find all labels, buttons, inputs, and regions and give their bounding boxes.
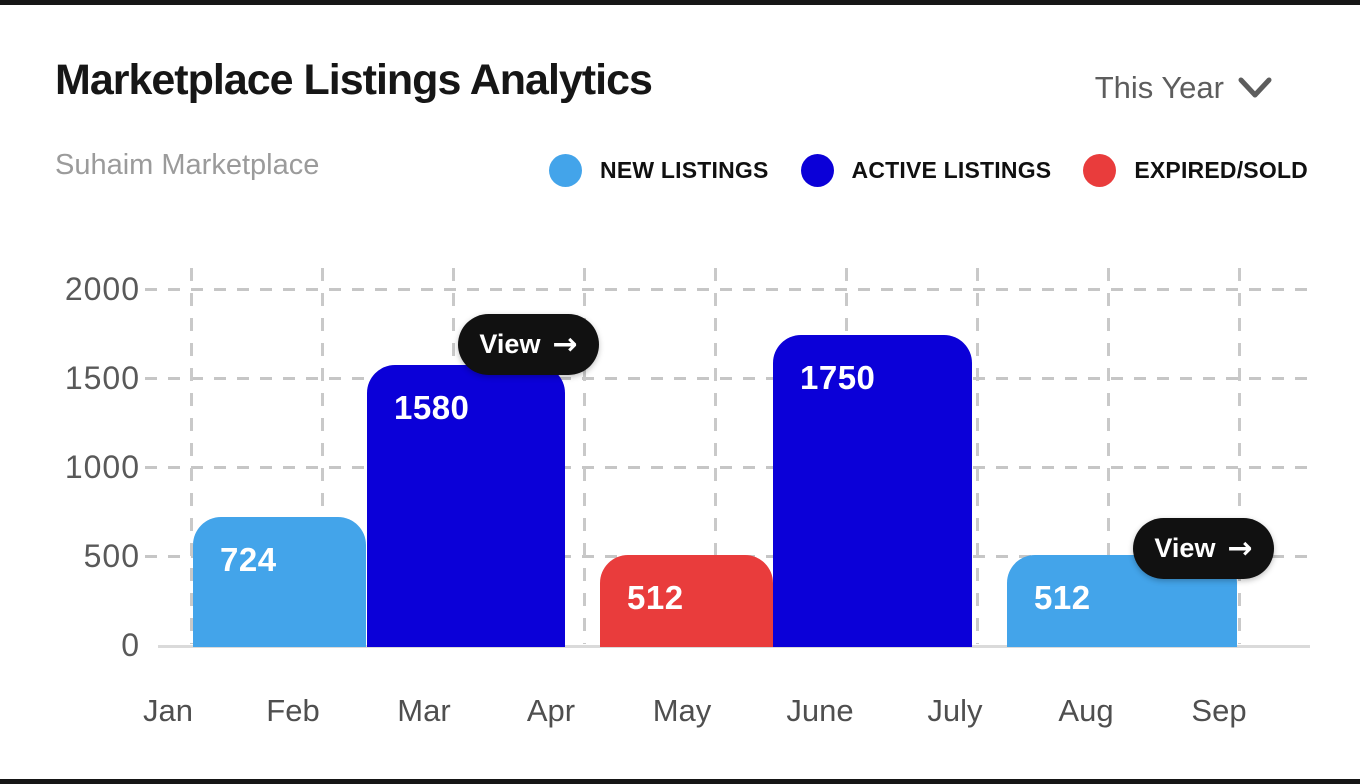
y-axis-tick-label: 1500 bbox=[64, 360, 140, 396]
arrow-right-icon: → bbox=[552, 326, 578, 362]
x-axis-label-feb: Feb bbox=[266, 693, 320, 728]
bar-value-label: 724 bbox=[220, 541, 277, 579]
bar-value-label: 512 bbox=[1034, 578, 1091, 616]
gridline-horizontal bbox=[145, 466, 1312, 469]
y-axis-tick-label: 2000 bbox=[64, 271, 140, 307]
period-selector-label: This Year bbox=[1094, 70, 1224, 105]
legend-dot-new-listings bbox=[549, 154, 583, 187]
page-subtitle: Suhaim Marketplace bbox=[55, 149, 320, 181]
gridline-vertical bbox=[1238, 268, 1241, 644]
bar-new-listings[interactable]: 724 bbox=[193, 517, 366, 647]
x-axis-label-aug: Aug bbox=[1058, 693, 1114, 728]
y-axis-tick-label: 1000 bbox=[64, 449, 140, 485]
arrow-right-icon: → bbox=[1227, 530, 1253, 566]
gridline-horizontal bbox=[145, 377, 1312, 380]
x-axis-label-apr: Apr bbox=[526, 693, 576, 728]
bar-expired-sold[interactable]: 512 bbox=[600, 554, 773, 647]
legend-label: EXPIRED/SOLD bbox=[1134, 157, 1308, 183]
period-selector-dropdown[interactable]: This Year bbox=[1095, 70, 1272, 106]
x-axis-label-sep: Sep bbox=[1191, 693, 1247, 728]
bar-value-label: 512 bbox=[627, 578, 684, 616]
bottom-border bbox=[0, 779, 1360, 784]
y-axis-tick-label: 500 bbox=[83, 538, 140, 574]
y-axis-tick-label: 0 bbox=[121, 627, 140, 663]
bar-active-listings[interactable]: 1750 bbox=[773, 334, 972, 647]
gridline-vertical bbox=[976, 268, 979, 644]
gridline-vertical bbox=[321, 268, 324, 644]
legend-item-new-listings[interactable]: NEW LISTINGS bbox=[549, 154, 769, 187]
bar-value-label: 1750 bbox=[800, 358, 876, 396]
gridline-vertical bbox=[583, 268, 586, 644]
gridline-horizontal bbox=[145, 288, 1312, 291]
x-axis-label-jan: Jan bbox=[143, 693, 193, 728]
gridline-vertical bbox=[714, 268, 717, 644]
legend-label: NEW LISTINGS bbox=[600, 157, 769, 183]
bar-value-label: 1580 bbox=[394, 388, 470, 426]
legend-item-active-listings[interactable]: ACTIVE LISTINGS bbox=[800, 154, 1052, 187]
view-button[interactable]: View → bbox=[1133, 518, 1274, 579]
legend-dot-expired-sold bbox=[1083, 154, 1117, 187]
page-title: Marketplace Listings Analytics bbox=[55, 56, 653, 104]
legend-item-expired-sold[interactable]: EXPIRED/SOLD bbox=[1083, 154, 1308, 187]
top-border bbox=[0, 0, 1360, 5]
view-button-label: View bbox=[479, 329, 541, 359]
view-button-label: View bbox=[1154, 533, 1216, 563]
chevron-down-icon bbox=[1238, 77, 1272, 98]
x-axis-label-may: May bbox=[652, 693, 712, 728]
x-axis-label-july: July bbox=[927, 693, 983, 728]
x-axis-label-june: June bbox=[786, 693, 854, 728]
legend-dot-active-listings bbox=[800, 154, 834, 187]
gridline-vertical bbox=[1107, 268, 1110, 644]
chart-legend: NEW LISTINGS ACTIVE LISTINGS EXPIRED/SOL… bbox=[549, 154, 1308, 187]
bar-active-listings[interactable]: 1580 bbox=[367, 364, 565, 647]
view-button[interactable]: View → bbox=[458, 314, 599, 375]
gridline-vertical bbox=[190, 268, 193, 644]
x-axis-label-mar: Mar bbox=[397, 693, 451, 728]
legend-label: ACTIVE LISTINGS bbox=[851, 157, 1052, 183]
